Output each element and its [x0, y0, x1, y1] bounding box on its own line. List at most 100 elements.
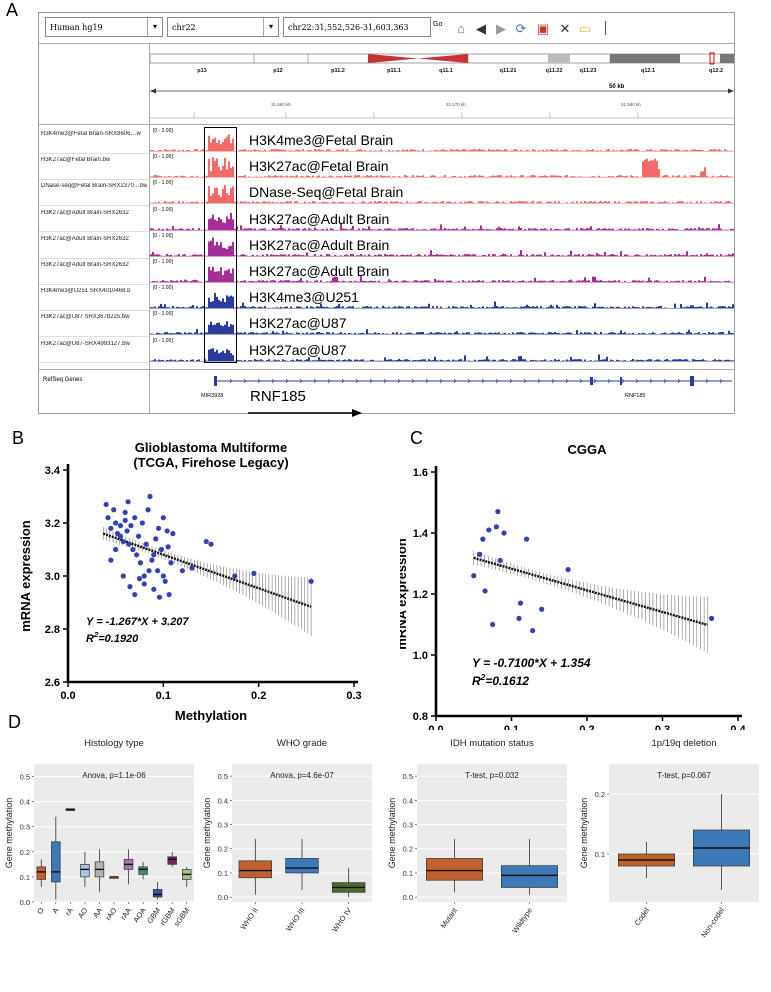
scatter-point [160, 515, 166, 521]
scatter-point [141, 581, 147, 587]
scatter-point [147, 493, 153, 500]
panel-label-c: C [410, 428, 423, 448]
track-range: [0 - 1.00] [153, 285, 173, 292]
r-squared: R2=0.1920 [86, 630, 139, 645]
scatter-point [486, 527, 492, 533]
chromosome-ideogram: p13 p12 p11.2 p11.1 q11.1 q11.21 q11.22 q11.23 q… [150, 52, 734, 74]
y-tick-label: 1.0 [413, 650, 428, 662]
track-signal [150, 157, 734, 178]
x-tick-label: 0.2 [251, 690, 266, 702]
strand-arrow [495, 378, 499, 384]
scatter-point [156, 594, 163, 600]
scatter-point [165, 544, 171, 550]
scatter-point [162, 578, 168, 584]
track-range: [0 - 2.00] [153, 128, 173, 134]
track-annotation: H3K27ac@U87 [249, 341, 347, 358]
scatter-point [495, 509, 501, 515]
scatter-point [308, 578, 314, 584]
scatter-point [126, 541, 132, 547]
strand-arrow [593, 378, 597, 384]
strand-arrow [229, 378, 233, 384]
scatter-point [251, 570, 257, 576]
chart-subtitle: (TCGA, Firehose Legacy) [133, 455, 288, 470]
scatter-point [179, 568, 185, 574]
x-tick-label: 0.2 [579, 724, 594, 730]
resize-icon[interactable]: ✕ [559, 21, 571, 36]
locus-input[interactable]: chr22:31,552,526-31,603,363 [283, 17, 431, 37]
y-tick-label: 0.0 [218, 893, 228, 902]
home-icon[interactable]: ⌂ [457, 21, 465, 36]
y-tick-label: 1.2 [413, 589, 428, 601]
strand-arrow [621, 378, 625, 384]
refresh-icon[interactable]: ⟳ [515, 21, 527, 36]
y-tick-label: 2.6 [45, 677, 60, 689]
box [501, 865, 558, 888]
track-range: [0 - 1.00] [153, 311, 173, 318]
y-tick-label: 0.4 [403, 796, 413, 805]
scatter-point [189, 565, 195, 571]
scatter-point [134, 552, 140, 558]
y-tick-label: 1.4 [413, 528, 429, 540]
box [138, 866, 148, 875]
track-signal [150, 321, 734, 335]
scatter-point [127, 584, 133, 590]
strand-arrow [257, 378, 261, 384]
scatter-point [143, 541, 149, 547]
ruler-label-3: 31,580 kb [621, 102, 641, 107]
category-label: rA [63, 906, 75, 917]
y-tick-label: 0.1 [595, 850, 605, 859]
forward-icon[interactable]: ▶ [496, 21, 506, 36]
scatter-point [497, 557, 503, 564]
scatter-point [203, 538, 209, 545]
band-label: q11.22 [546, 68, 563, 74]
popup-icon[interactable]: ▭ [578, 21, 592, 36]
genome-select[interactable]: Human hg19 ▾ [45, 17, 163, 37]
y-tick-label: 0.5 [20, 773, 30, 782]
refseq-gene-track [214, 376, 732, 386]
track-annotation: DNase-Seq@Fetal Brain [249, 184, 404, 201]
chart-title: IDH mutation status [450, 738, 534, 749]
scatter-point [565, 567, 571, 573]
scatter-point [501, 530, 507, 536]
track-divider [39, 178, 149, 180]
track-divider [39, 283, 149, 285]
y-tick-label: 1.6 [413, 467, 428, 479]
box-chart-idh: IDH mutation status T-test, p=0.032 Mutant… [387, 738, 567, 935]
scatter-point [122, 509, 128, 515]
chromosome-select[interactable]: chr22 ▾ [167, 17, 279, 37]
scatter-point [108, 557, 114, 563]
track-divider [39, 205, 149, 207]
band-label: q11.23 [580, 68, 597, 74]
header-separator [39, 124, 734, 125]
gene-label-rnf185: RNF185 [625, 393, 646, 399]
track-annotation: H3K27ac@Adult Brain [249, 263, 390, 279]
back-icon[interactable]: ◀ [476, 21, 486, 36]
y-tick-label: 0.1 [20, 873, 30, 882]
band-label: p11.1 [387, 68, 401, 74]
regression-equation: Y = -0.7100*X + 1.354 [472, 656, 591, 670]
box [152, 889, 163, 898]
track-divider [39, 309, 149, 311]
scatter-point [160, 573, 166, 579]
box [51, 841, 61, 883]
track-file-name: H3K27ac@U87-SRX4993127.bw [41, 340, 130, 347]
track-signal [150, 266, 734, 283]
plot-background [34, 764, 194, 902]
track-annotation: H3K27ac@Adult Brain [249, 210, 390, 227]
scatter-point [108, 525, 114, 531]
track-file-name: DNase-seq@Fetal Brain-SRX2370…bw [41, 183, 147, 190]
go-button[interactable]: Go [433, 21, 443, 28]
scatter-point [103, 501, 109, 508]
band-label: q11.21 [500, 68, 517, 74]
scatter-point [708, 615, 715, 621]
y-axis-label: Gene methylation [202, 798, 212, 869]
track-file-name: H3K27ac@Adult Brain-SRX2632 [41, 262, 129, 268]
roi-icon[interactable]: ▣ [536, 21, 550, 36]
band-label: q11.1 [439, 68, 453, 74]
scatter-point [141, 573, 147, 579]
track-signal [150, 293, 734, 309]
ruler-label-2: 31,570 kb [446, 102, 466, 107]
gene-label-mir3928: MIR3928 [201, 393, 224, 399]
ruler-ticks [150, 112, 734, 119]
scatter-point [117, 533, 124, 539]
